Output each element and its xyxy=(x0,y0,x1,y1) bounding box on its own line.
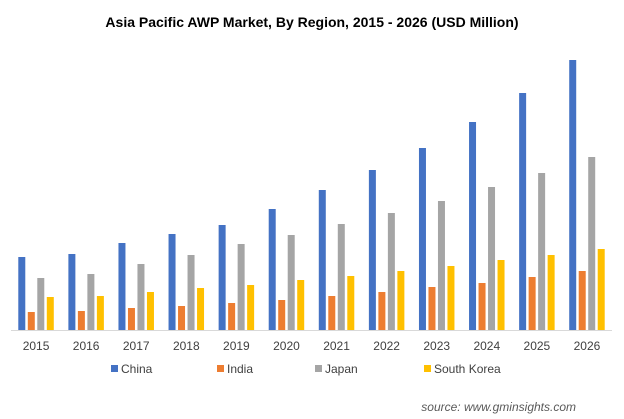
bar-china-2024 xyxy=(469,122,477,330)
bar-south-korea-2024 xyxy=(497,260,505,330)
bar-china-2016 xyxy=(68,254,76,330)
chart-title: Asia Pacific AWP Market, By Region, 2015… xyxy=(105,14,518,30)
bar-south-korea-2019 xyxy=(247,285,255,330)
bar-india-2024 xyxy=(478,283,486,330)
bar-japan-2015 xyxy=(37,278,45,330)
bar-china-2025 xyxy=(519,93,527,330)
x-tick-label: 2026 xyxy=(574,339,601,353)
x-tick-labels: 2015 2016 2017 2018 2019 2020 2021 2022 2023 2024… xyxy=(23,339,601,353)
bars-group xyxy=(18,60,605,330)
legend-swatch-china xyxy=(111,365,118,372)
bar-japan-2025 xyxy=(538,173,546,330)
bar-japan-2024 xyxy=(488,187,496,330)
bar-china-2017 xyxy=(118,243,126,330)
bar-china-2023 xyxy=(418,148,426,330)
bar-china-2018 xyxy=(168,234,176,330)
bar-china-2019 xyxy=(218,225,226,330)
bar-india-2026 xyxy=(578,271,586,330)
bar-south-korea-2025 xyxy=(547,255,555,330)
legend-label-india: India xyxy=(227,362,253,376)
legend: China India Japan South Korea xyxy=(111,362,501,376)
bar-south-korea-2022 xyxy=(397,271,405,330)
legend-label-japan: Japan xyxy=(325,362,358,376)
bar-china-2021 xyxy=(318,190,326,330)
x-tick-label: 2024 xyxy=(473,339,500,353)
bar-china-2015 xyxy=(18,257,26,330)
x-tick-label: 2021 xyxy=(323,339,350,353)
legend-label-south-korea: South Korea xyxy=(434,362,501,376)
legend-swatch-japan xyxy=(315,365,322,372)
bar-south-korea-2018 xyxy=(197,288,205,330)
legend-label-china: China xyxy=(121,362,153,376)
bar-india-2015 xyxy=(27,312,35,330)
bar-japan-2026 xyxy=(588,157,596,330)
bar-japan-2020 xyxy=(287,235,295,330)
bar-south-korea-2017 xyxy=(146,292,154,330)
bar-south-korea-2020 xyxy=(297,280,305,330)
x-tick-label: 2017 xyxy=(123,339,150,353)
bar-china-2026 xyxy=(569,60,577,330)
bar-japan-2018 xyxy=(187,255,195,330)
x-tick-label: 2019 xyxy=(223,339,250,353)
bar-south-korea-2015 xyxy=(46,297,54,330)
bar-india-2021 xyxy=(328,296,336,330)
source-text: source: www.gminsights.com xyxy=(421,400,576,414)
x-tick-label: 2015 xyxy=(23,339,50,353)
bar-india-2025 xyxy=(528,277,536,330)
legend-swatch-india xyxy=(217,365,224,372)
bar-india-2018 xyxy=(178,306,186,330)
bar-japan-2017 xyxy=(137,264,145,330)
bar-south-korea-2026 xyxy=(597,249,605,330)
bar-south-korea-2016 xyxy=(96,296,104,330)
bar-japan-2019 xyxy=(237,244,245,330)
legend-swatch-south-korea xyxy=(424,365,431,372)
bar-india-2016 xyxy=(77,311,85,330)
bar-japan-2021 xyxy=(337,224,345,330)
bar-india-2019 xyxy=(228,303,236,330)
bar-japan-2022 xyxy=(387,213,395,330)
x-tick-label: 2020 xyxy=(273,339,300,353)
bar-india-2022 xyxy=(378,292,386,330)
bar-south-korea-2021 xyxy=(347,276,355,330)
x-tick-label: 2023 xyxy=(423,339,450,353)
bar-japan-2023 xyxy=(437,201,445,330)
bar-south-korea-2023 xyxy=(447,266,455,330)
bar-india-2020 xyxy=(278,300,286,330)
x-tick-label: 2018 xyxy=(173,339,200,353)
bar-india-2023 xyxy=(428,287,436,330)
bar-china-2020 xyxy=(268,209,276,330)
bar-china-2022 xyxy=(368,170,376,330)
bar-japan-2016 xyxy=(87,274,95,330)
x-tick-label: 2025 xyxy=(524,339,551,353)
x-tick-label: 2016 xyxy=(73,339,100,353)
bar-india-2017 xyxy=(127,308,135,330)
x-tick-label: 2022 xyxy=(373,339,400,353)
